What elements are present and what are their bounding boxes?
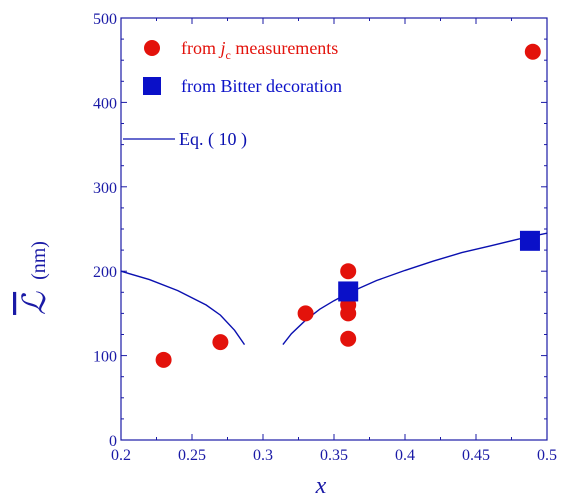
jc-data-point [297,305,314,322]
bitter-data-point [519,230,540,251]
x-tick-label: 0.3 [253,447,273,464]
jc-data-point [155,351,172,368]
legend-bitter-label: from Bitter decoration [181,76,342,96]
x-tick-label: 0.5 [537,447,557,464]
eq-curve-segment [282,232,548,346]
x-tick-label: 0.4 [395,447,415,464]
bitter-data-point [338,281,359,302]
data-points [155,43,541,368]
x-tick-label: 0.35 [320,447,348,464]
y-axis-label-symbol: ℒ [16,291,52,315]
eq-curve-segment [120,270,246,345]
legend-jc-prefix: from [181,38,221,58]
legend-jc-label: from jc measurements [181,38,338,62]
y-tick-label: 300 [93,180,117,197]
y-tick-label: 500 [93,11,117,28]
legend-jc-symbol: j [219,38,226,58]
axis-ticks: 0.2 0.25 0.3 0.35 0.4 0.45 0.5 0 100 200 300 400 500 [93,11,557,464]
jc-data-point [340,263,357,280]
x-tick-label: 0.2 [111,447,131,464]
y-tick-label: 0 [109,433,117,450]
x-tick-label: 0.25 [178,447,206,464]
eq-curve [120,232,548,346]
legend-jc-sub: c [226,48,231,62]
jc-data-point [212,334,229,351]
legend: from jc measurements from Bitter decorat… [123,38,342,150]
legend-jc-suffix: measurements [231,38,338,58]
legend-jc-marker [144,40,160,56]
y-tick-label: 100 [93,349,117,366]
y-axis-label: ℒ (nm) [16,241,52,315]
svg-text:ℒ(nm): ℒ (nm) [16,241,52,315]
y-tick-label: 400 [93,95,117,112]
legend-eq-label: Eq. ( 10 ) [179,129,247,150]
y-tick-label: 200 [93,264,117,281]
jc-data-point [524,43,541,60]
jc-data-point [340,330,357,347]
y-axis-label-unit: (nm) [28,241,50,280]
legend-bitter-marker [143,77,161,95]
x-tick-label: 0.45 [462,447,490,464]
x-axis-label: x [315,473,327,498]
